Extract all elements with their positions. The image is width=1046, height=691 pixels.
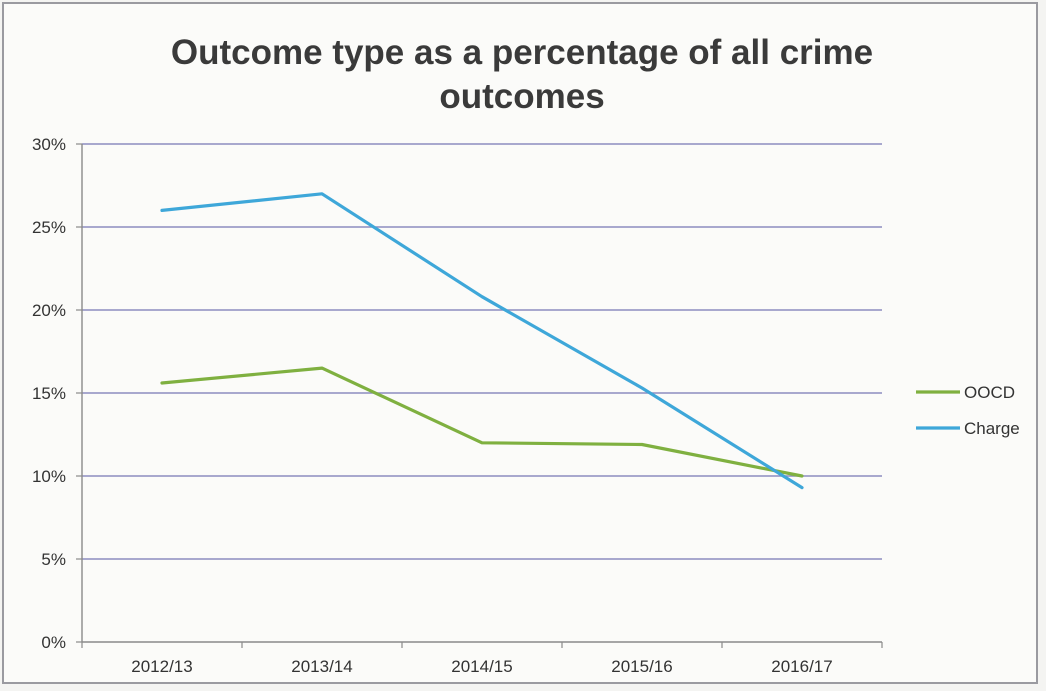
chart-title-line-2: outcomes (439, 77, 604, 116)
x-tick-label: 2016/17 (771, 657, 832, 676)
y-tick-label: 30% (32, 135, 66, 154)
axes (76, 143, 883, 648)
series-line-oocd (160, 366, 804, 478)
y-tick-label: 0% (41, 633, 66, 652)
line-chart: Outcome type as a percentage of all crim… (32, 33, 1020, 676)
x-tick-label: 2012/13 (131, 657, 192, 676)
series-lines (160, 192, 804, 490)
legend: OOCD Charge (916, 383, 1020, 438)
legend-label-charge: Charge (964, 419, 1020, 438)
x-tick-label: 2013/14 (291, 657, 352, 676)
chart-frame: Outcome type as a percentage of all crim… (2, 2, 1038, 684)
y-tick-label: 20% (32, 301, 66, 320)
x-tick-label: 2014/15 (451, 657, 512, 676)
y-axis-ticks: 0% 5% 10% 15% 20% 25% 30% (32, 135, 66, 652)
chart-title-line-1: Outcome type as a percentage of all crim… (171, 33, 873, 72)
x-tick-label: 2015/16 (611, 657, 672, 676)
series-line-charge (160, 192, 804, 490)
gridlines (82, 143, 882, 560)
y-tick-label: 10% (32, 467, 66, 486)
y-tick-label: 25% (32, 218, 66, 237)
x-axis-ticks: 2012/13 2013/14 2014/15 2015/16 2016/17 (131, 657, 832, 676)
y-tick-label: 5% (41, 550, 66, 569)
legend-label-oocd: OOCD (964, 383, 1015, 402)
y-tick-label: 15% (32, 384, 66, 403)
